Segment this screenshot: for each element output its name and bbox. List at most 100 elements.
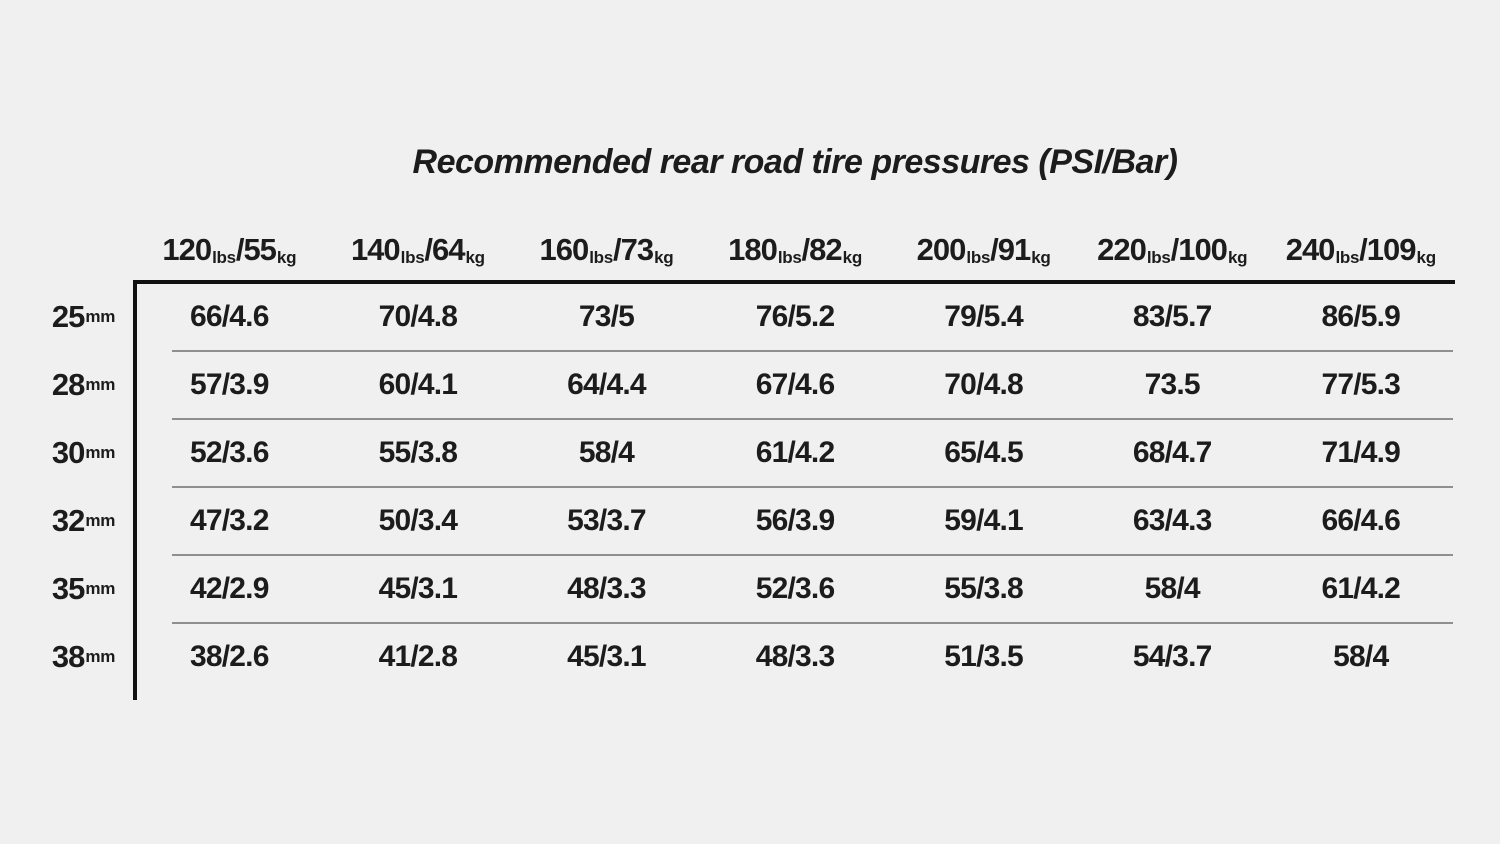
row-divider xyxy=(172,350,1453,352)
weight-lbs-value: 240 xyxy=(1285,232,1336,267)
weight-kg-value: 109 xyxy=(1366,232,1417,267)
page-title: Recommended rear road tire pressures (PS… xyxy=(412,143,1178,181)
pressure-cell: 79/5.4 xyxy=(944,300,1023,333)
weight-lbs-value: 200 xyxy=(916,232,967,267)
weight-lbs-value: 160 xyxy=(539,232,590,267)
pressure-cell: 48/3.3 xyxy=(755,640,835,673)
table-row-38mm: 38 mm 38/2.6 41/2.8 45/3.1 48/3.3 51/3.5 … xyxy=(0,624,1455,690)
weight-kg-value: 73 xyxy=(620,232,654,267)
table-left-rule xyxy=(133,280,137,700)
pressure-cell: 73.5 xyxy=(1144,368,1201,401)
unit-lbs: lbs xyxy=(966,248,991,267)
separator: / xyxy=(612,232,622,267)
weight-kg-value: 55 xyxy=(243,232,276,267)
tire-size-value: 38 xyxy=(51,639,85,674)
unit-lbs: lbs xyxy=(212,248,236,267)
pressure-cell: 77/5.3 xyxy=(1321,368,1401,401)
unit-mm: mm xyxy=(85,511,116,530)
row-header-30mm: 30 mm xyxy=(0,435,135,471)
pressure-cell: 76/5.2 xyxy=(755,300,835,333)
separator: / xyxy=(424,232,433,267)
pressure-cell: 52/3.6 xyxy=(189,436,269,469)
unit-lbs: lbs xyxy=(1146,248,1171,267)
pressure-cell: 47/3.2 xyxy=(189,504,269,537)
weight-kg-value: 100 xyxy=(1178,232,1228,267)
tire-size-value: 28 xyxy=(51,367,85,402)
weight-lbs-value: 140 xyxy=(350,232,401,267)
pressure-cell: 45/3.1 xyxy=(378,572,458,605)
table-row-30mm: 30 mm 52/3.6 55/3.8 58/4 61/4.2 65/4.5 68… xyxy=(0,420,1455,486)
pressure-cell: 38/2.6 xyxy=(189,640,269,673)
pressure-cell: 70/4.8 xyxy=(378,300,458,333)
tire-size-value: 25 xyxy=(51,299,85,334)
pressure-cell: 66/4.6 xyxy=(189,300,269,333)
unit-lbs: lbs xyxy=(589,248,613,267)
row-divider xyxy=(172,486,1453,488)
weight-lbs-value: 180 xyxy=(728,232,778,267)
pressure-cell: 53/3.7 xyxy=(567,504,646,537)
column-header-240lbs: 240 lbs/109 kg xyxy=(1266,210,1455,272)
tire-size-value: 35 xyxy=(51,571,85,606)
pressure-cell: 58/4 xyxy=(578,436,635,469)
pressure-cell: 56/3.9 xyxy=(755,504,835,537)
pressure-cell: 57/3.9 xyxy=(189,368,269,401)
unit-kg: kg xyxy=(1416,248,1437,267)
pressure-cell: 61/4.2 xyxy=(755,436,835,469)
unit-mm: mm xyxy=(85,443,116,462)
row-divider xyxy=(172,622,1453,624)
separator: / xyxy=(990,232,999,267)
unit-lbs: lbs xyxy=(777,248,802,267)
table-row-32mm: 32 mm 47/3.2 50/3.4 53/3.7 56/3.9 59/4.1 … xyxy=(0,488,1455,554)
column-header-120lbs: 120 lbs/55 kg xyxy=(135,210,324,272)
column-header-160lbs: 160 lbs/73 kg xyxy=(512,210,701,272)
column-header-200lbs: 200 lbs/91 kg xyxy=(889,210,1078,272)
weight-lbs-value: 120 xyxy=(162,232,212,267)
pressure-cell: 48/3.3 xyxy=(567,572,646,605)
unit-lbs: lbs xyxy=(400,248,425,267)
row-header-35mm: 35 mm xyxy=(0,571,135,607)
row-header-25mm: 25 mm xyxy=(0,299,135,335)
pressure-cell: 54/3.7 xyxy=(1132,640,1212,673)
pressure-cell: 55/3.8 xyxy=(378,436,458,469)
unit-kg: kg xyxy=(1227,248,1248,267)
unit-kg: kg xyxy=(654,248,674,267)
weight-kg-value: 82 xyxy=(809,232,842,267)
pressure-cell: 63/4.3 xyxy=(1132,504,1212,537)
column-header-140lbs: 140 lbs/64 kg xyxy=(324,210,513,272)
unit-kg: kg xyxy=(1031,248,1051,267)
table-row-25mm: 25 mm 66/4.6 70/4.8 73/5 76/5.2 79/5.4 83… xyxy=(0,284,1455,350)
row-divider xyxy=(172,418,1453,420)
pressure-cell: 55/3.8 xyxy=(944,572,1023,605)
unit-mm: mm xyxy=(85,579,116,598)
tire-size-value: 32 xyxy=(51,503,85,538)
separator: / xyxy=(801,232,811,267)
pressure-cell: 60/4.1 xyxy=(378,368,458,401)
pressure-cell: 61/4.2 xyxy=(1321,572,1401,605)
pressure-cell: 58/4 xyxy=(1144,572,1201,605)
pressure-cell: 66/4.6 xyxy=(1321,504,1401,537)
weight-kg-value: 64 xyxy=(432,232,465,267)
separator: / xyxy=(1170,232,1180,267)
pressure-cell: 52/3.6 xyxy=(755,572,835,605)
separator: / xyxy=(235,232,245,267)
unit-mm: mm xyxy=(85,647,116,666)
pressure-cell: 41/2.8 xyxy=(378,640,458,673)
table-body: 25 mm 66/4.6 70/4.8 73/5 76/5.2 79/5.4 83… xyxy=(0,284,1455,690)
weight-kg-value: 91 xyxy=(997,232,1031,267)
row-header-28mm: 28 mm xyxy=(0,367,135,403)
unit-kg: kg xyxy=(465,248,486,267)
pressure-cell: 50/3.4 xyxy=(378,504,458,537)
unit-kg: kg xyxy=(842,248,863,267)
pressure-cell: 51/3.5 xyxy=(944,640,1023,673)
table-top-rule xyxy=(133,280,1455,284)
row-header-38mm: 38 mm xyxy=(0,639,135,675)
column-header-220lbs: 220 lbs/100 kg xyxy=(1078,210,1267,272)
pressure-cell: 42/2.9 xyxy=(189,572,269,605)
unit-kg: kg xyxy=(276,248,297,267)
column-header-180lbs: 180 lbs/82 kg xyxy=(701,210,890,272)
pressure-cell: 71/4.9 xyxy=(1321,436,1401,469)
pressure-cell: 45/3.1 xyxy=(567,640,646,673)
table-row-28mm: 28 mm 57/3.9 60/4.1 64/4.4 67/4.6 70/4.8 … xyxy=(0,352,1455,418)
pressure-cell: 68/4.7 xyxy=(1132,436,1212,469)
pressure-cell: 83/5.7 xyxy=(1132,300,1212,333)
